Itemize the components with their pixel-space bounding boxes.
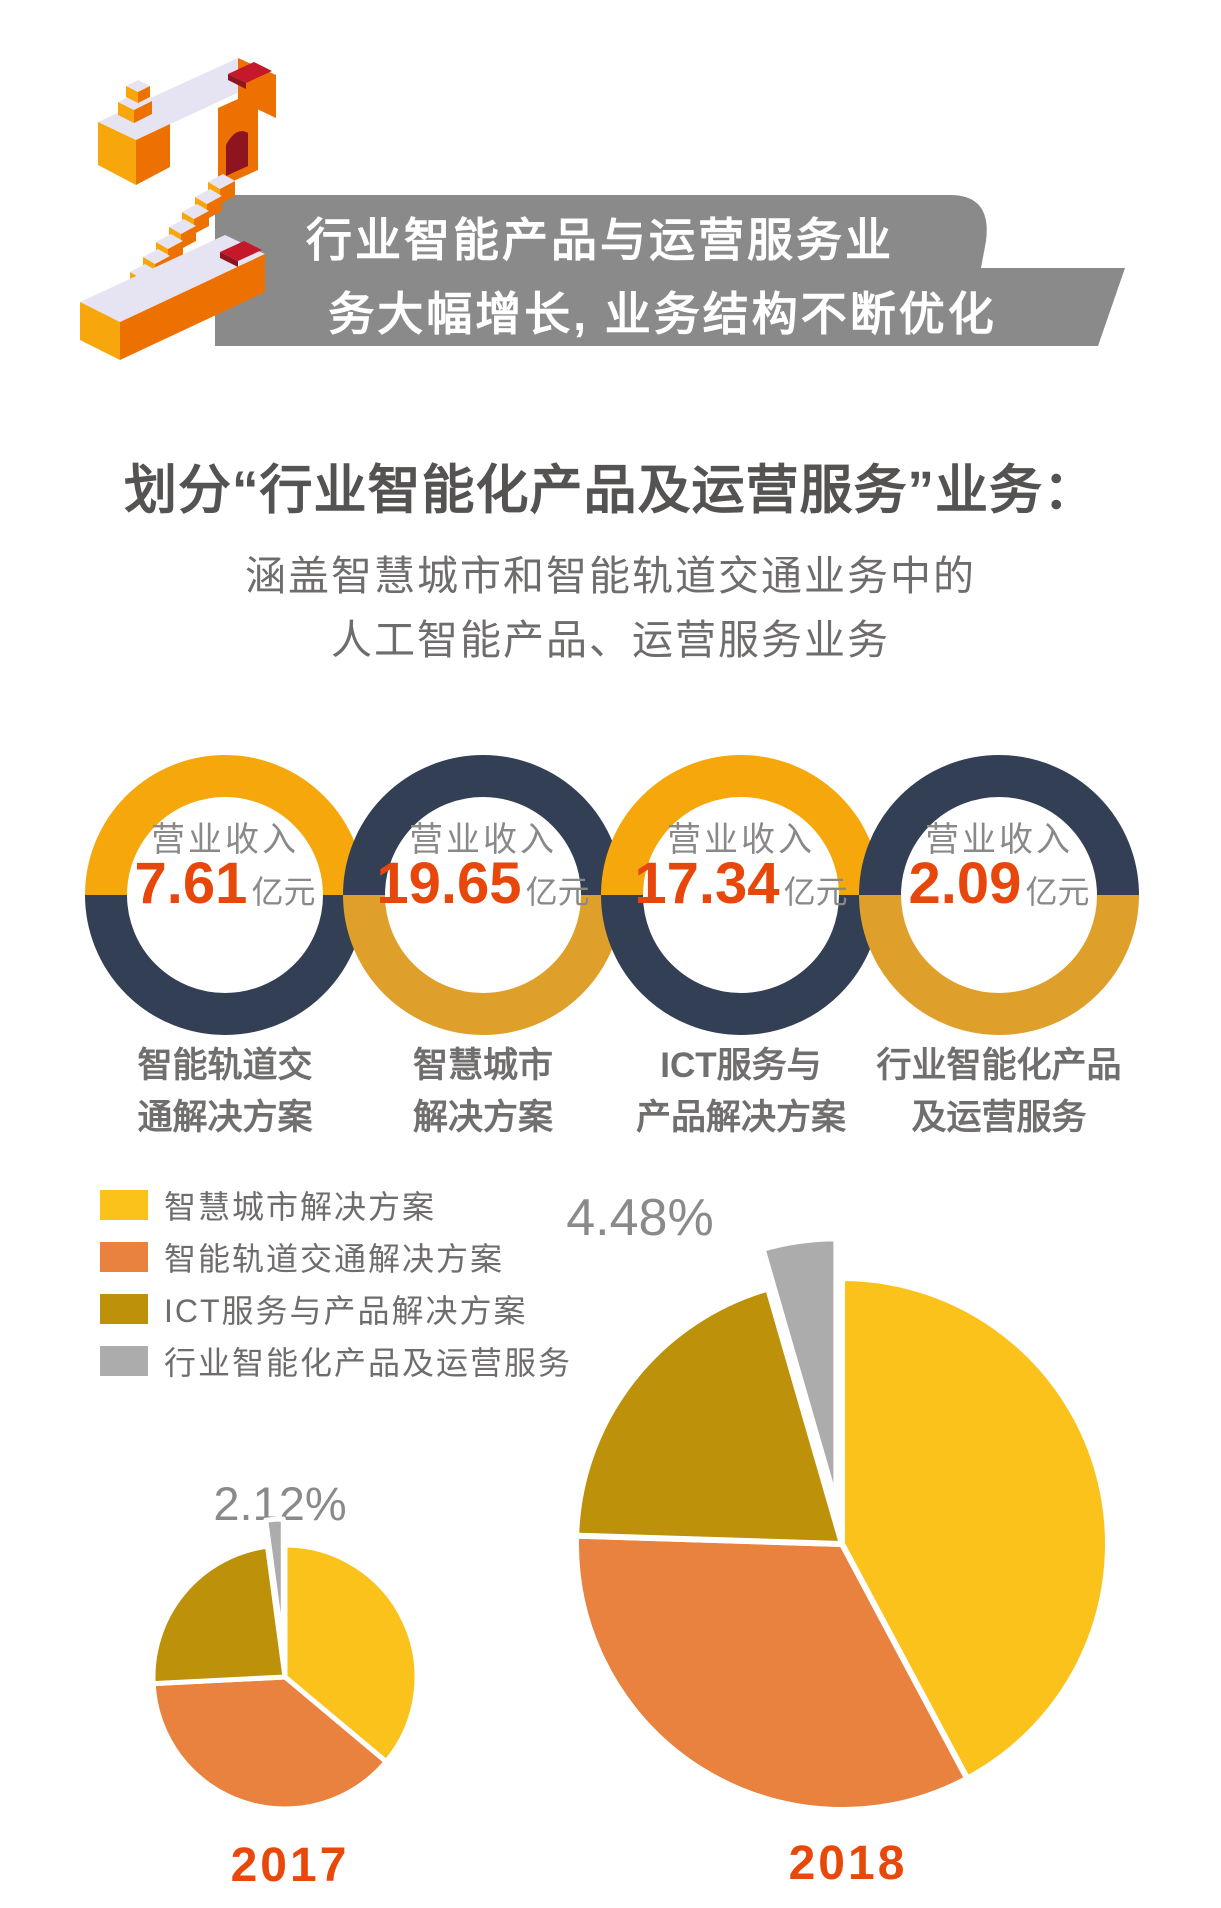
banner-title-line2: 务大幅增长, 业务结构不断优化: [328, 288, 997, 340]
ring-bottom-half: [343, 894, 623, 1035]
stair-top: [130, 264, 157, 279]
pie-slice-2017-3: [263, 1516, 286, 1654]
ring-top-half: [343, 755, 623, 896]
pie-2017-year-label: 2017: [230, 1839, 350, 1892]
legend-item-smart-city: 智慧城市解决方案: [100, 1188, 620, 1225]
legend-label: ICT服务与产品解决方案: [164, 1293, 528, 1329]
ring-bottom-half: [85, 894, 365, 1035]
ring-caption-industry-ai: 行业智能化产品 及运营服务: [876, 1046, 1122, 1137]
banner-ribbon: [215, 195, 1125, 346]
top-bar-left-face: [98, 122, 136, 185]
ring-caption-smart-city: 智慧城市 解决方案: [412, 1046, 553, 1137]
pie-slice-2018-1: [573, 1532, 971, 1813]
banner-title-line1: 行业智能产品与运营服务业: [306, 214, 894, 266]
top-bar-hole-shadow: [228, 74, 246, 89]
revenue-ring-industry-ai: [859, 755, 1139, 1035]
ziggurat-side: [134, 101, 152, 123]
stair-side: [207, 196, 222, 219]
bottom-bar-top-face: [80, 235, 265, 322]
legend-swatch-smart-city: [100, 1190, 148, 1220]
legend-label: 智能轨道交通解决方案: [164, 1241, 505, 1277]
legend-label: 行业智能化产品及运营服务: [164, 1345, 573, 1381]
stair-top: [169, 219, 196, 234]
stair-top: [156, 234, 183, 249]
numeral-2-staircase-illustration: [80, 58, 276, 360]
ring-revenue-value: 2.09 亿元: [859, 850, 1139, 917]
revenue-unit: 亿元: [251, 874, 316, 910]
pie-2018-year-label: 2018: [788, 1837, 908, 1890]
revenue-ring-smart-city: [343, 755, 623, 1035]
top-bar-hole: [228, 62, 272, 83]
revenue-unit: 亿元: [1025, 874, 1090, 910]
ring-revenue-label: 营业收入: [925, 821, 1073, 859]
bottom-bar-front-face: [120, 254, 265, 360]
ring-bottom-half: [859, 894, 1139, 1035]
revenue-ring-rail-transit: [85, 755, 365, 1035]
pie-slice-2018-2: [573, 1285, 845, 1547]
pie-2018-gray-slice-callout: 4.48%: [566, 1189, 714, 1247]
section-subtitle-line2: 人工智能产品、运营服务业务: [331, 617, 890, 663]
banner-ribbon-top-bar: [215, 195, 987, 268]
revenue-number: 7.61: [134, 851, 248, 916]
ring-revenue-value: 7.61 亿元: [85, 850, 365, 917]
section-heading: 划分“行业智能化产品及运营服务”业务：: [124, 461, 1097, 520]
revenue-number: 17.34: [634, 851, 780, 916]
pie-slice-2018-3: [759, 1235, 840, 1508]
stair-top: [208, 174, 235, 189]
ring-top-half: [859, 755, 1139, 896]
pie-chart-2017: [150, 1516, 420, 1812]
stair-side: [194, 211, 209, 234]
section-subtitle-line1: 涵盖智慧城市和智能轨道交通业务中的: [245, 553, 976, 599]
legend-item-industry-ai: 行业智能化产品及运营服务: [100, 1344, 620, 1381]
ring-revenue-label: 营业收入: [409, 821, 557, 859]
stair-top: [182, 204, 209, 219]
arch-opening: [226, 131, 248, 176]
legend-swatch-rail-transit: [100, 1242, 148, 1272]
pie-slice-2018-0: [839, 1275, 1111, 1782]
ziggurat2-side: [138, 86, 150, 103]
bottom-bar-left-face: [80, 302, 120, 360]
ring-caption-rail-transit: 智能轨道交 通解决方案: [137, 1046, 313, 1137]
stair-side: [220, 181, 235, 204]
ring-top-half: [85, 755, 365, 896]
legend-item-rail-transit: 智能轨道交通解决方案: [100, 1240, 620, 1277]
ring-bottom-half: [601, 894, 881, 1035]
legend-swatch-ict: [100, 1294, 148, 1324]
stair-side: [168, 241, 183, 264]
ring-revenue-label: 营业收入: [151, 821, 299, 859]
banner-ribbon-bottom-bar: [215, 268, 1125, 346]
ziggurat2-front: [126, 86, 138, 103]
ring-revenue-value: 19.65 亿元: [343, 850, 623, 917]
ring-revenue-value: 17.34 亿元: [601, 850, 881, 917]
revenue-number: 19.65: [376, 851, 522, 916]
legend-swatch-industry-ai: [100, 1346, 148, 1376]
legend-label: 智慧城市解决方案: [164, 1189, 437, 1225]
pie-slice-2017-1: [150, 1674, 389, 1812]
stair-top: [195, 189, 222, 204]
revenue-ring-ict: [601, 755, 881, 1035]
revenue-unit: 亿元: [525, 874, 590, 910]
stair-top: [143, 249, 170, 264]
ziggurat-front: [118, 102, 134, 123]
ring-revenue-label: 营业收入: [667, 821, 815, 859]
pie-slice-2017-0: [282, 1542, 420, 1765]
ring-caption-ict: ICT服务与 产品解决方案: [635, 1046, 846, 1137]
bottom-bar-hole-shadow: [220, 252, 238, 267]
pie-chart-2018: [573, 1235, 1111, 1813]
ring-top-half: [601, 755, 881, 896]
revenue-unit: 亿元: [783, 874, 848, 910]
pie-slice-2017-2: [150, 1543, 288, 1687]
revenue-number: 2.09: [908, 851, 1022, 916]
stair-side: [181, 226, 196, 249]
legend-item-ict: ICT服务与产品解决方案: [100, 1292, 620, 1329]
bottom-bar-hole: [220, 241, 262, 261]
top-bar-under-face: [136, 124, 170, 185]
